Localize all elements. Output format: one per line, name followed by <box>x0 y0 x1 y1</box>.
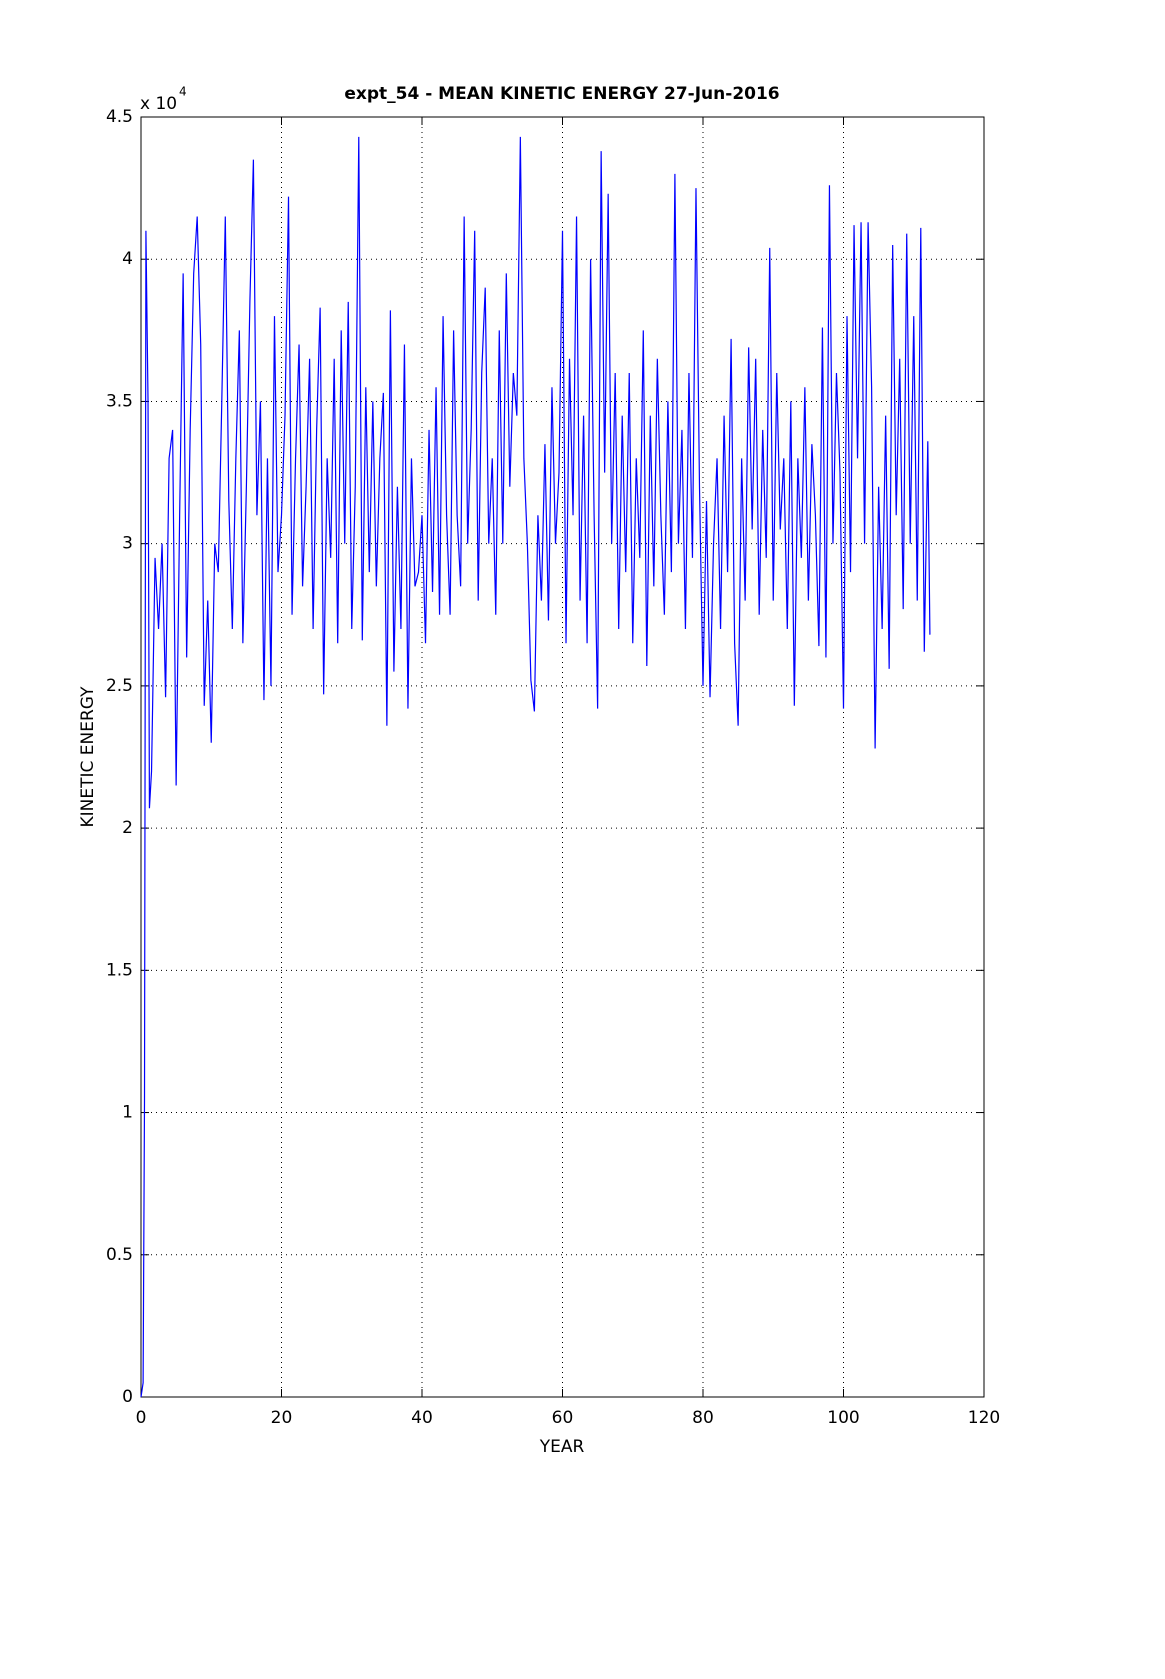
chart-title: expt_54 - MEAN KINETIC ENERGY 27-Jun-201… <box>344 84 779 104</box>
y-tick-label: 0.5 <box>106 1245 133 1265</box>
x-axis-label: YEAR <box>539 1437 585 1457</box>
y-multiplier: x 10 <box>140 94 177 114</box>
y-tick-label: 4.5 <box>106 107 133 127</box>
y-exponent: 4 <box>179 85 187 99</box>
x-tick-label: 40 <box>411 1408 433 1428</box>
x-tick-label: 60 <box>552 1408 574 1428</box>
y-tick-label: 0 <box>122 1387 133 1407</box>
x-tick-label: 120 <box>968 1408 1000 1428</box>
x-tick-label: 100 <box>827 1408 859 1428</box>
x-tick-label: 0 <box>136 1408 147 1428</box>
data-line <box>140 136 931 1398</box>
y-tick-label: 3.5 <box>106 391 133 411</box>
x-tick-label: 20 <box>271 1408 293 1428</box>
y-tick-label: 4 <box>122 249 133 269</box>
y-tick-label: 1.5 <box>106 960 133 980</box>
y-tick-label: 3 <box>122 534 133 554</box>
plot-frame <box>140 116 985 1398</box>
y-tick-label: 2.5 <box>106 676 133 696</box>
y-tick-label: 2 <box>122 818 133 838</box>
y-tick-label: 1 <box>122 1103 133 1123</box>
x-tick-label: 80 <box>692 1408 714 1428</box>
y-axis-label: KINETIC ENERGY <box>78 686 98 828</box>
